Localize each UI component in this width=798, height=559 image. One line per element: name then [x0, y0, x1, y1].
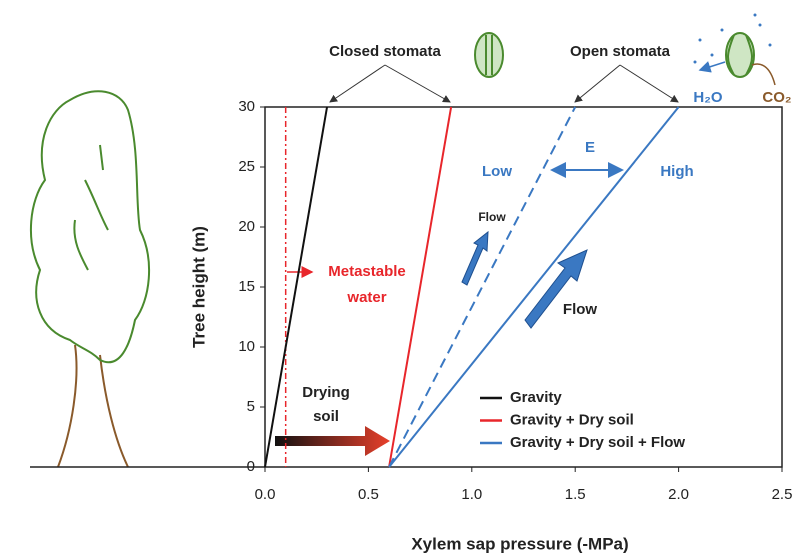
y-tick-label: 25 — [238, 158, 255, 175]
y-tick-label: 5 — [247, 398, 255, 415]
annotation: soil — [313, 408, 339, 425]
water-dots — [693, 13, 772, 64]
pointer — [329, 64, 679, 103]
x-tick-label: 0.0 — [255, 486, 276, 503]
y-axis-label: Tree height (m) — [189, 226, 208, 348]
annotation: Low — [482, 163, 512, 180]
flow-arrow — [461, 230, 588, 329]
y-tick-label: 20 — [238, 218, 255, 235]
series-line — [388, 106, 680, 468]
annotation: High — [660, 163, 693, 180]
annotation: E — [585, 139, 595, 156]
annotation: Open stomata — [570, 43, 671, 60]
annotation: Flow — [563, 301, 597, 318]
x-tick-label: 2.5 — [772, 486, 793, 503]
legend-label: Gravity — [510, 389, 562, 406]
annotation: water — [346, 289, 386, 306]
annotation: Metastable — [328, 263, 406, 280]
annotation: Flow — [478, 210, 506, 224]
stomata-icon — [474, 32, 755, 78]
annotation: CO₂ — [762, 89, 791, 106]
series-line — [388, 106, 577, 468]
y-tick-label: 15 — [238, 278, 255, 295]
x-tick-label: 1.5 — [565, 486, 586, 503]
annotation: H₂O — [693, 89, 722, 106]
x-axis-label: Xylem sap pressure (-MPa) — [411, 534, 628, 553]
x-tick-label: 1.0 — [461, 486, 482, 503]
series-line — [388, 106, 453, 468]
x-tick-label: 2.0 — [668, 486, 689, 503]
annotation: Closed stomata — [329, 43, 441, 60]
tree — [29, 90, 151, 468]
y-tick-label: 10 — [238, 338, 255, 355]
h2o-arrow — [698, 61, 726, 73]
series-line — [264, 106, 329, 468]
y-tick-label: 0 — [247, 458, 255, 475]
y-tick-label: 30 — [238, 98, 255, 115]
annotation: Drying — [302, 384, 350, 401]
co2-arrow — [751, 63, 776, 86]
x-tick-label: 0.5 — [358, 486, 379, 503]
legend-label: Gravity + Dry soil + Flow — [510, 434, 685, 451]
legend-label: Gravity + Dry soil — [510, 411, 634, 428]
drying-arrow — [275, 426, 390, 456]
